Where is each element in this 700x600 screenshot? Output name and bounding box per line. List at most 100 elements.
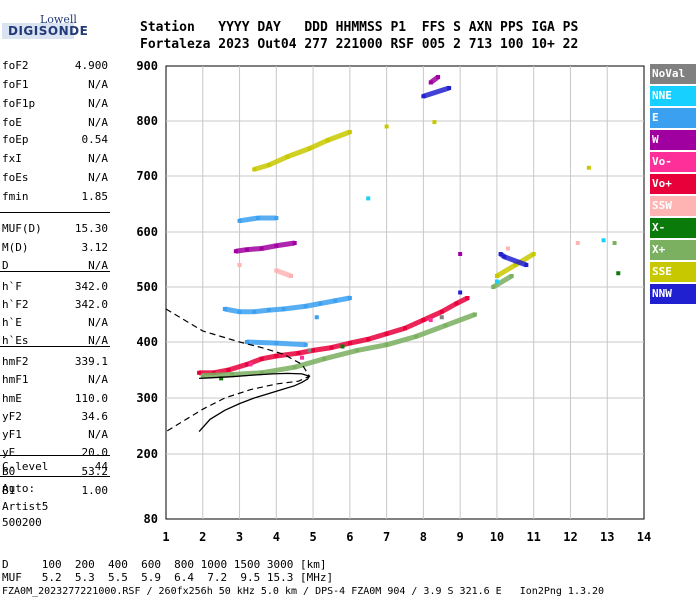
param-value: 0.54 [81,133,109,146]
param-name: foF1p [2,97,36,110]
logo-lowell: Lowell [40,13,77,26]
trace-segment [246,246,262,253]
param-row: foF1p N/A [2,97,108,116]
legend-item: E [650,108,696,128]
trace-segment [286,146,311,160]
legend-item: SSE [650,262,696,282]
profile-solid [198,372,311,433]
y-tick-label: 500 [136,280,158,294]
trace-segment [319,298,336,306]
plot-frame [165,65,645,520]
trace-segment [268,306,284,313]
param-value: 34.6 [81,410,109,423]
legend-item: W [650,130,696,150]
param-value: N/A [88,316,108,329]
trace-segment [491,273,513,290]
param-value: N/A [88,152,108,165]
data-point [498,252,503,256]
y-tick-label: 200 [136,447,158,461]
param-name: foEs [2,171,29,184]
param-row: hmF1 N/A [2,373,108,392]
software-version: 500200 [2,516,42,529]
param-name: hmF1 [2,373,29,386]
trace-segment [261,353,277,362]
data-point [505,246,510,251]
param-row: B1 1.00 [2,484,108,503]
param-name: hmE [2,392,22,405]
param-row: foF2 4.900 [2,59,108,78]
param-name: foEp [2,133,29,146]
param-row: hmE 110.0 [2,392,108,411]
param-name: h`F2 [2,298,29,311]
legend-item: NNE [650,86,696,106]
muf-row: MUF 5.2 5.3 5.5 5.9 6.4 7.2 9.5 15.3 [MH… [2,571,334,584]
y-tick-label: 900 [136,59,158,73]
param-row: fxI N/A [2,152,108,171]
x-tick-label: 4 [273,530,280,544]
trace-segment [422,309,443,323]
trace-segment [349,336,369,346]
x-tick-label: 6 [346,530,353,544]
logo-digisonde: DIGISONDE [8,24,89,38]
param-value: N/A [88,259,108,272]
param-value: 339.1 [74,355,108,368]
param-row: fmin 1.85 [2,190,108,209]
trace-segment [235,247,248,254]
param-value: 44 [94,460,108,473]
trace-segment [275,268,292,279]
legend-item: NoVal [650,64,696,84]
trace-segment [499,251,506,259]
trace-segment [224,306,240,315]
param-value: N/A [88,116,108,129]
trace-segment [403,317,425,331]
param-row: foEs N/A [2,171,108,190]
trace-segment [283,303,307,312]
trace-segment [305,301,321,309]
trace-segment [202,371,233,379]
data-point [616,271,621,276]
param-value: N/A [88,334,108,347]
distance-row: D 100 200 400 600 800 1000 1500 3000 [km… [2,558,327,571]
param-row: M(D) 3.12 [2,241,108,260]
data-point [366,196,371,201]
trace-segment [261,364,296,376]
trace-segment [308,137,329,151]
legend-item: X- [650,218,696,238]
param-row: foF1 N/A [2,78,108,97]
param-row: foE N/A [2,116,108,135]
param-name: h`F [2,280,22,293]
trace-segment [253,307,270,315]
param-row: MUF(D) 15.30 [2,222,108,241]
software-name: Artist5 [2,500,49,513]
y-tick-label: 80 [144,512,158,526]
param-row: h`F 342.0 [2,280,108,299]
param-value: N/A [88,78,108,91]
data-point [531,252,536,256]
profile-dashed [165,308,311,433]
x-tick-label: 14 [637,530,651,544]
param-name: D [2,259,9,272]
trace-segment [312,345,332,353]
legend-item: NNW [650,284,696,304]
trace-segment [429,74,440,85]
trace-segment [227,362,248,373]
param-row: h`E N/A [2,316,108,335]
param-row: yF1 N/A [2,428,108,447]
param-name: MUF(D) [2,222,42,235]
data-point [458,290,463,295]
trace-segment [385,325,406,337]
x-tick-label: 9 [457,530,464,544]
trace-segment [213,367,229,376]
trace-segment [440,301,458,314]
trace-segment [246,339,277,346]
param-value: 3.12 [81,241,109,254]
param-name: foE [2,116,22,129]
trace-segment [253,162,270,172]
autoscale-label: Auto: [2,482,36,495]
trace-segment [385,334,417,348]
file-info: FZA0M_2023277221000.RSF / 260fx256h 50 k… [2,586,605,597]
logo-band [2,23,74,39]
param-name: hmF2 [2,355,29,368]
data-point [428,318,433,322]
trace-segment [261,243,277,251]
